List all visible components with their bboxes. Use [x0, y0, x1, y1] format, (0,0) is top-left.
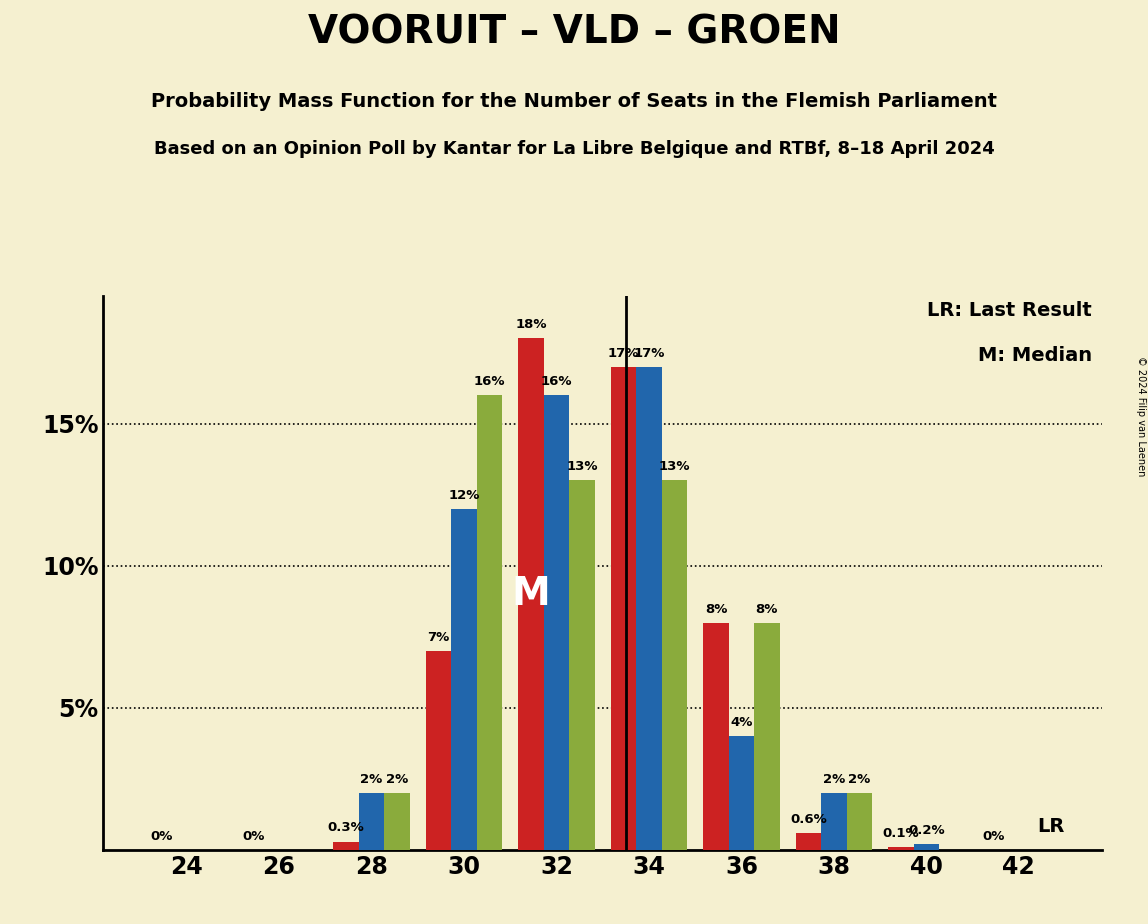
Bar [704, 623, 729, 850]
Text: 8%: 8% [705, 602, 727, 615]
Bar [476, 395, 502, 850]
Text: 7%: 7% [427, 631, 450, 644]
Text: 17%: 17% [607, 346, 639, 359]
Bar [359, 793, 385, 850]
Bar [569, 480, 595, 850]
Bar [333, 842, 359, 850]
Bar [754, 623, 779, 850]
Text: LR: Last Result: LR: Last Result [928, 301, 1092, 321]
Text: 2%: 2% [823, 773, 845, 786]
Text: 18%: 18% [515, 318, 546, 331]
Bar [636, 367, 661, 850]
Text: 16%: 16% [474, 375, 505, 388]
Text: 2%: 2% [848, 773, 870, 786]
Text: 0.2%: 0.2% [908, 824, 945, 837]
Text: LR: LR [1038, 817, 1065, 836]
Text: 0%: 0% [983, 830, 1004, 843]
Text: 0.6%: 0.6% [790, 813, 827, 826]
Bar [661, 480, 688, 850]
Text: 13%: 13% [659, 460, 690, 473]
Bar [611, 367, 636, 850]
Text: 0%: 0% [150, 830, 172, 843]
Bar [796, 833, 821, 850]
Text: 12%: 12% [449, 489, 480, 502]
Text: © 2024 Filip van Laenen: © 2024 Filip van Laenen [1135, 356, 1146, 476]
Text: VOORUIT – VLD – GROEN: VOORUIT – VLD – GROEN [308, 14, 840, 52]
Bar [821, 793, 846, 850]
Text: Probability Mass Function for the Number of Seats in the Flemish Parliament: Probability Mass Function for the Number… [152, 92, 996, 112]
Bar [889, 847, 914, 850]
Text: 0%: 0% [242, 830, 265, 843]
Text: 2%: 2% [360, 773, 382, 786]
Bar [426, 651, 451, 850]
Bar [729, 736, 754, 850]
Bar [451, 509, 476, 850]
Text: 13%: 13% [566, 460, 598, 473]
Text: Based on an Opinion Poll by Kantar for La Libre Belgique and RTBf, 8–18 April 20: Based on an Opinion Poll by Kantar for L… [154, 140, 994, 158]
Text: M: Median: M: Median [978, 346, 1092, 365]
Text: M: M [512, 576, 550, 614]
Text: 8%: 8% [755, 602, 778, 615]
Bar [385, 793, 410, 850]
Bar [518, 338, 544, 850]
Bar [846, 793, 872, 850]
Text: 17%: 17% [634, 346, 665, 359]
Text: 0.1%: 0.1% [883, 827, 920, 840]
Bar [914, 845, 939, 850]
Text: 16%: 16% [541, 375, 572, 388]
Text: 0.3%: 0.3% [327, 821, 364, 834]
Bar [544, 395, 569, 850]
Text: 2%: 2% [386, 773, 408, 786]
Text: 4%: 4% [730, 716, 753, 729]
